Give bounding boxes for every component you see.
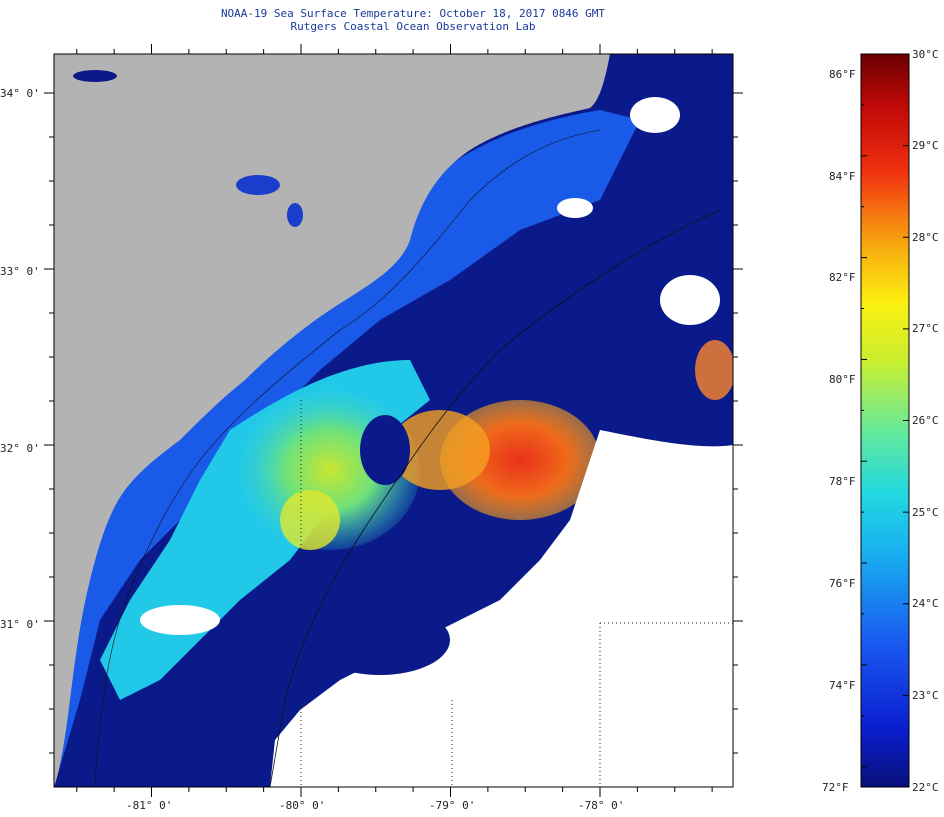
cloud-patch-north [630, 97, 680, 133]
colorbar-c-label-25: 25°C [912, 506, 939, 519]
colorbar-f-label-84: 84°F [829, 170, 856, 183]
gulf-stream-orange-band [390, 410, 490, 490]
cold-patch-central [360, 415, 410, 485]
map-imagery [54, 54, 733, 787]
colorbar-c-label-30: 30°C [912, 48, 939, 61]
colorbar-f-label-76: 76°F [829, 577, 856, 590]
lat-label-34: 34° 0' [0, 87, 40, 100]
colorbar-c-label-28: 28°C [912, 231, 939, 244]
colorbar-f-label-74: 74°F [829, 679, 856, 692]
colorbar-c-label-22: 22°C [912, 781, 939, 794]
inland-lake-marion [236, 175, 280, 195]
lat-label-33: 33° 0' [0, 265, 40, 278]
map-ticks [44, 44, 743, 797]
shelf-yellow-patch [280, 490, 340, 550]
lon-label-78: -78° 0' [578, 799, 624, 812]
lon-label-79: -79° 0' [429, 799, 475, 812]
colorbar-c-label-29: 29°C [912, 139, 939, 152]
colorbar-c-label-26: 26°C [912, 414, 939, 427]
lon-label-80: -80° 0' [279, 799, 325, 812]
map-subtitle: Rutgers Coastal Ocean Observation Lab [290, 20, 536, 33]
lon-label-81: -81° 0' [126, 799, 172, 812]
land-mass [54, 54, 610, 787]
colorbar-f-label-80: 80°F [829, 373, 856, 386]
colorbar-f-label-78: 78°F [829, 475, 856, 488]
cloud-field [270, 430, 733, 787]
map-frame [53, 53, 734, 788]
colorbar-c-label-27: 27°C [912, 322, 939, 335]
colorbar-c-label-24: 24°C [912, 597, 939, 610]
lat-label-32: 32° 0' [0, 442, 40, 455]
colorbar-f-label-82: 82°F [829, 271, 856, 284]
map-title: NOAA-19 Sea Surface Temperature: October… [220, 7, 606, 20]
inland-lake-moultrie [287, 203, 303, 227]
lat-label-31: 31° 0' [0, 618, 40, 631]
bathymetry-contour-shelf-break [269, 209, 721, 787]
cloud-patch-east [660, 275, 720, 325]
inland-lake-north [73, 70, 117, 82]
cloud-patch-northeast [557, 198, 593, 218]
cold-patch-south [310, 605, 450, 675]
cloud-patch-southwest [140, 605, 220, 635]
colorbar-f-label-72: 72°F [822, 781, 849, 794]
colorbar-ticks [861, 53, 909, 788]
colorbar-f-label-86: 86°F [829, 68, 856, 81]
warm-patch-east [695, 340, 733, 400]
coastal-warm-band [54, 110, 640, 787]
bathymetry-contour-coastal [94, 129, 601, 787]
colorbar-c-label-23: 23°C [912, 689, 939, 702]
colorbar [860, 53, 910, 788]
